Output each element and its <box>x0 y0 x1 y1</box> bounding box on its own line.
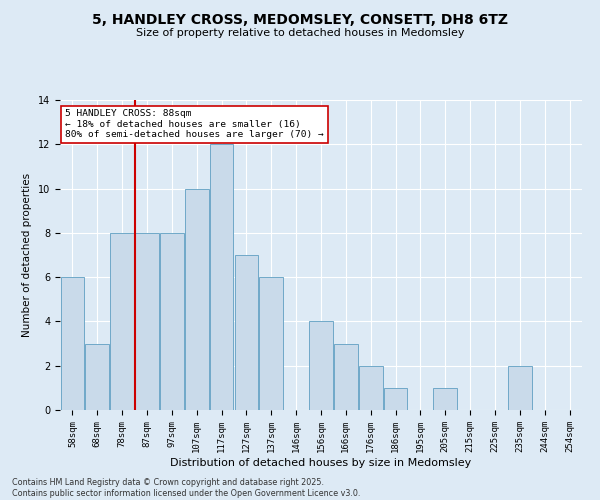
Text: 5 HANDLEY CROSS: 88sqm
← 18% of detached houses are smaller (16)
80% of semi-det: 5 HANDLEY CROSS: 88sqm ← 18% of detached… <box>65 110 324 139</box>
Text: Contains HM Land Registry data © Crown copyright and database right 2025.
Contai: Contains HM Land Registry data © Crown c… <box>12 478 361 498</box>
Bar <box>334 344 358 410</box>
Bar <box>185 188 209 410</box>
Bar <box>508 366 532 410</box>
Y-axis label: Number of detached properties: Number of detached properties <box>22 173 32 337</box>
Bar <box>61 277 84 410</box>
Bar <box>384 388 407 410</box>
Bar <box>160 233 184 410</box>
Bar <box>235 255 258 410</box>
Bar <box>110 233 134 410</box>
Bar <box>259 277 283 410</box>
Bar <box>433 388 457 410</box>
Bar <box>135 233 159 410</box>
Bar <box>85 344 109 410</box>
X-axis label: Distribution of detached houses by size in Medomsley: Distribution of detached houses by size … <box>170 458 472 468</box>
Bar <box>309 322 333 410</box>
Text: Size of property relative to detached houses in Medomsley: Size of property relative to detached ho… <box>136 28 464 38</box>
Bar <box>210 144 233 410</box>
Text: 5, HANDLEY CROSS, MEDOMSLEY, CONSETT, DH8 6TZ: 5, HANDLEY CROSS, MEDOMSLEY, CONSETT, DH… <box>92 12 508 26</box>
Bar <box>359 366 383 410</box>
